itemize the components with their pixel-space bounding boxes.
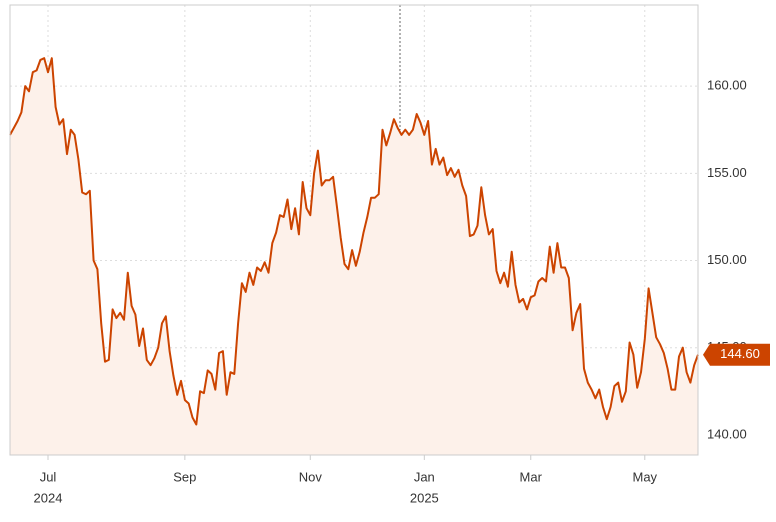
x-tick-label: Nov [299,469,323,484]
x-tick-label: Jul [40,469,57,484]
year-label: 2025 [410,490,439,505]
plot-frame [9,4,699,456]
price-line [9,57,699,426]
year-label: 2024 [34,490,63,505]
x-tick-label: Mar [520,469,543,484]
x-tick-label: Sep [173,469,196,484]
price-tag [703,343,770,366]
y-tick-label: 140.00 [707,426,747,441]
area [10,58,698,455]
price-tag-label: 144.60 [720,346,760,361]
y-tick-label: 160.00 [707,78,747,93]
y-tick-label: 150.00 [707,252,747,267]
y-tick-label: 155.00 [707,165,747,180]
x-tick-label: May [633,469,658,484]
x-tick-label: Jan [414,469,435,484]
